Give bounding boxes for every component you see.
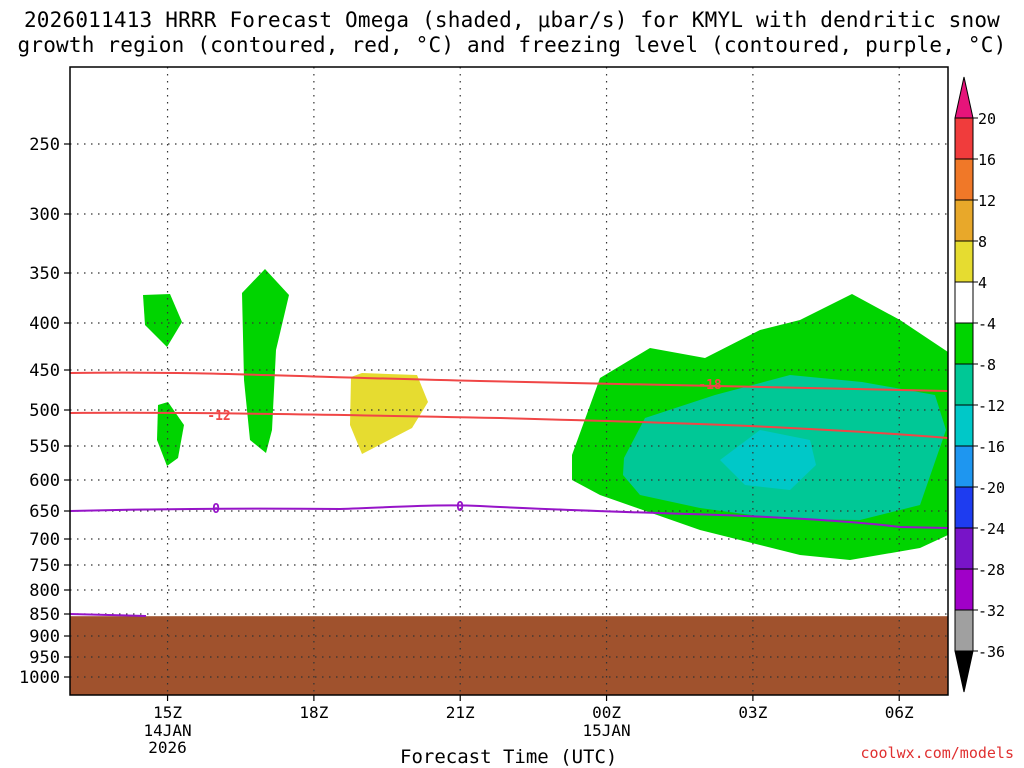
y-tick-label: 450 bbox=[29, 361, 60, 381]
colorbar-swatch bbox=[954, 117, 974, 160]
x-tick-label: 06Z bbox=[885, 703, 914, 722]
x-tick-sublabel: 14JAN bbox=[143, 721, 191, 740]
colorbar-label: -4 bbox=[978, 315, 996, 333]
dgz-contour-minus12 bbox=[69, 411, 949, 439]
colorbar-label: -8 bbox=[978, 356, 996, 374]
freezing-level-contour-surface bbox=[69, 613, 147, 617]
y-tick-label: 600 bbox=[29, 471, 60, 491]
colorbar-swatch bbox=[954, 158, 974, 201]
y-tick-label: 350 bbox=[29, 264, 60, 284]
omega-region bbox=[143, 294, 182, 347]
y-tick-label: 400 bbox=[29, 314, 60, 334]
ground-fill bbox=[70, 616, 948, 695]
y-tick-label: 800 bbox=[29, 581, 60, 601]
colorbar-swatch bbox=[954, 240, 974, 283]
dgz-contour-label: -18 bbox=[698, 378, 722, 393]
colorbar-label: -36 bbox=[978, 643, 1005, 661]
plot-frame bbox=[69, 66, 949, 696]
colorbar-label: -24 bbox=[978, 520, 1005, 538]
y-tick-label: 1000 bbox=[19, 668, 60, 688]
colorbar-label: 20 bbox=[978, 110, 996, 128]
y-tick-label: 250 bbox=[29, 135, 60, 155]
x-tick-sublabel: 15JAN bbox=[582, 721, 630, 740]
y-tick-label: 700 bbox=[29, 530, 60, 550]
colorbar-swatch bbox=[954, 568, 974, 611]
x-tick-sublabel: 2026 bbox=[148, 738, 187, 757]
freezing-level-contour bbox=[69, 504, 949, 529]
x-tick-label: 18Z bbox=[299, 703, 328, 722]
y-tick-label: 300 bbox=[29, 205, 60, 225]
colorbar-swatch bbox=[954, 527, 974, 570]
colorbar-label: -20 bbox=[978, 479, 1005, 497]
colorbar-top-arrow bbox=[954, 76, 974, 119]
y-tick-label: 650 bbox=[29, 502, 60, 522]
colorbar-swatch bbox=[954, 281, 974, 324]
colorbar-swatch bbox=[954, 363, 974, 406]
colorbar-label: -12 bbox=[978, 397, 1005, 415]
colorbar-label: -16 bbox=[978, 438, 1005, 456]
x-tick-label: 03Z bbox=[738, 703, 767, 722]
colorbar-label: 12 bbox=[978, 192, 996, 210]
freezing-level-label: 0 bbox=[456, 500, 464, 515]
colorbar-label: 16 bbox=[978, 151, 996, 169]
colorbar-label: 8 bbox=[978, 233, 987, 251]
colorbar-swatch bbox=[954, 445, 974, 488]
colorbar-label: -32 bbox=[978, 602, 1005, 620]
colorbar-label: -28 bbox=[978, 561, 1005, 579]
omega-region bbox=[157, 402, 184, 466]
y-tick-label: 950 bbox=[29, 648, 60, 668]
y-tick-label: 500 bbox=[29, 401, 60, 421]
y-tick-label: 750 bbox=[29, 556, 60, 576]
colorbar-swatch bbox=[954, 486, 974, 529]
colorbar-swatch bbox=[954, 404, 974, 447]
omega-region bbox=[350, 373, 428, 454]
colorbar-swatch bbox=[954, 199, 974, 242]
freezing-level-label: 0 bbox=[212, 502, 220, 517]
x-tick-label: 00Z bbox=[592, 703, 621, 722]
omega-region bbox=[720, 430, 816, 490]
credit-link[interactable]: coolwx.com/models bbox=[860, 744, 1014, 762]
y-tick-label: 900 bbox=[29, 627, 60, 647]
dgz-contour-minus18 bbox=[69, 371, 949, 392]
omega-region bbox=[242, 269, 289, 453]
x-axis-label: Forecast Time (UTC) bbox=[400, 746, 618, 768]
y-tick-label: 850 bbox=[29, 605, 60, 625]
colorbar-swatch bbox=[954, 322, 974, 365]
x-tick-label: 21Z bbox=[446, 703, 475, 722]
colorbar-label: 4 bbox=[978, 274, 987, 292]
dgz-contour-label: -12 bbox=[207, 409, 230, 424]
chart-title-line1: 2026011413 HRRR Forecast Omega (shaded, … bbox=[23, 8, 1001, 32]
y-tick-label: 550 bbox=[29, 437, 60, 457]
chart-title-line2: growth region (contoured, red, °C) and f… bbox=[17, 33, 1007, 57]
colorbar-bottom-arrow bbox=[954, 650, 974, 693]
x-tick-label: 15Z bbox=[153, 703, 182, 722]
colorbar-swatch bbox=[954, 609, 974, 652]
